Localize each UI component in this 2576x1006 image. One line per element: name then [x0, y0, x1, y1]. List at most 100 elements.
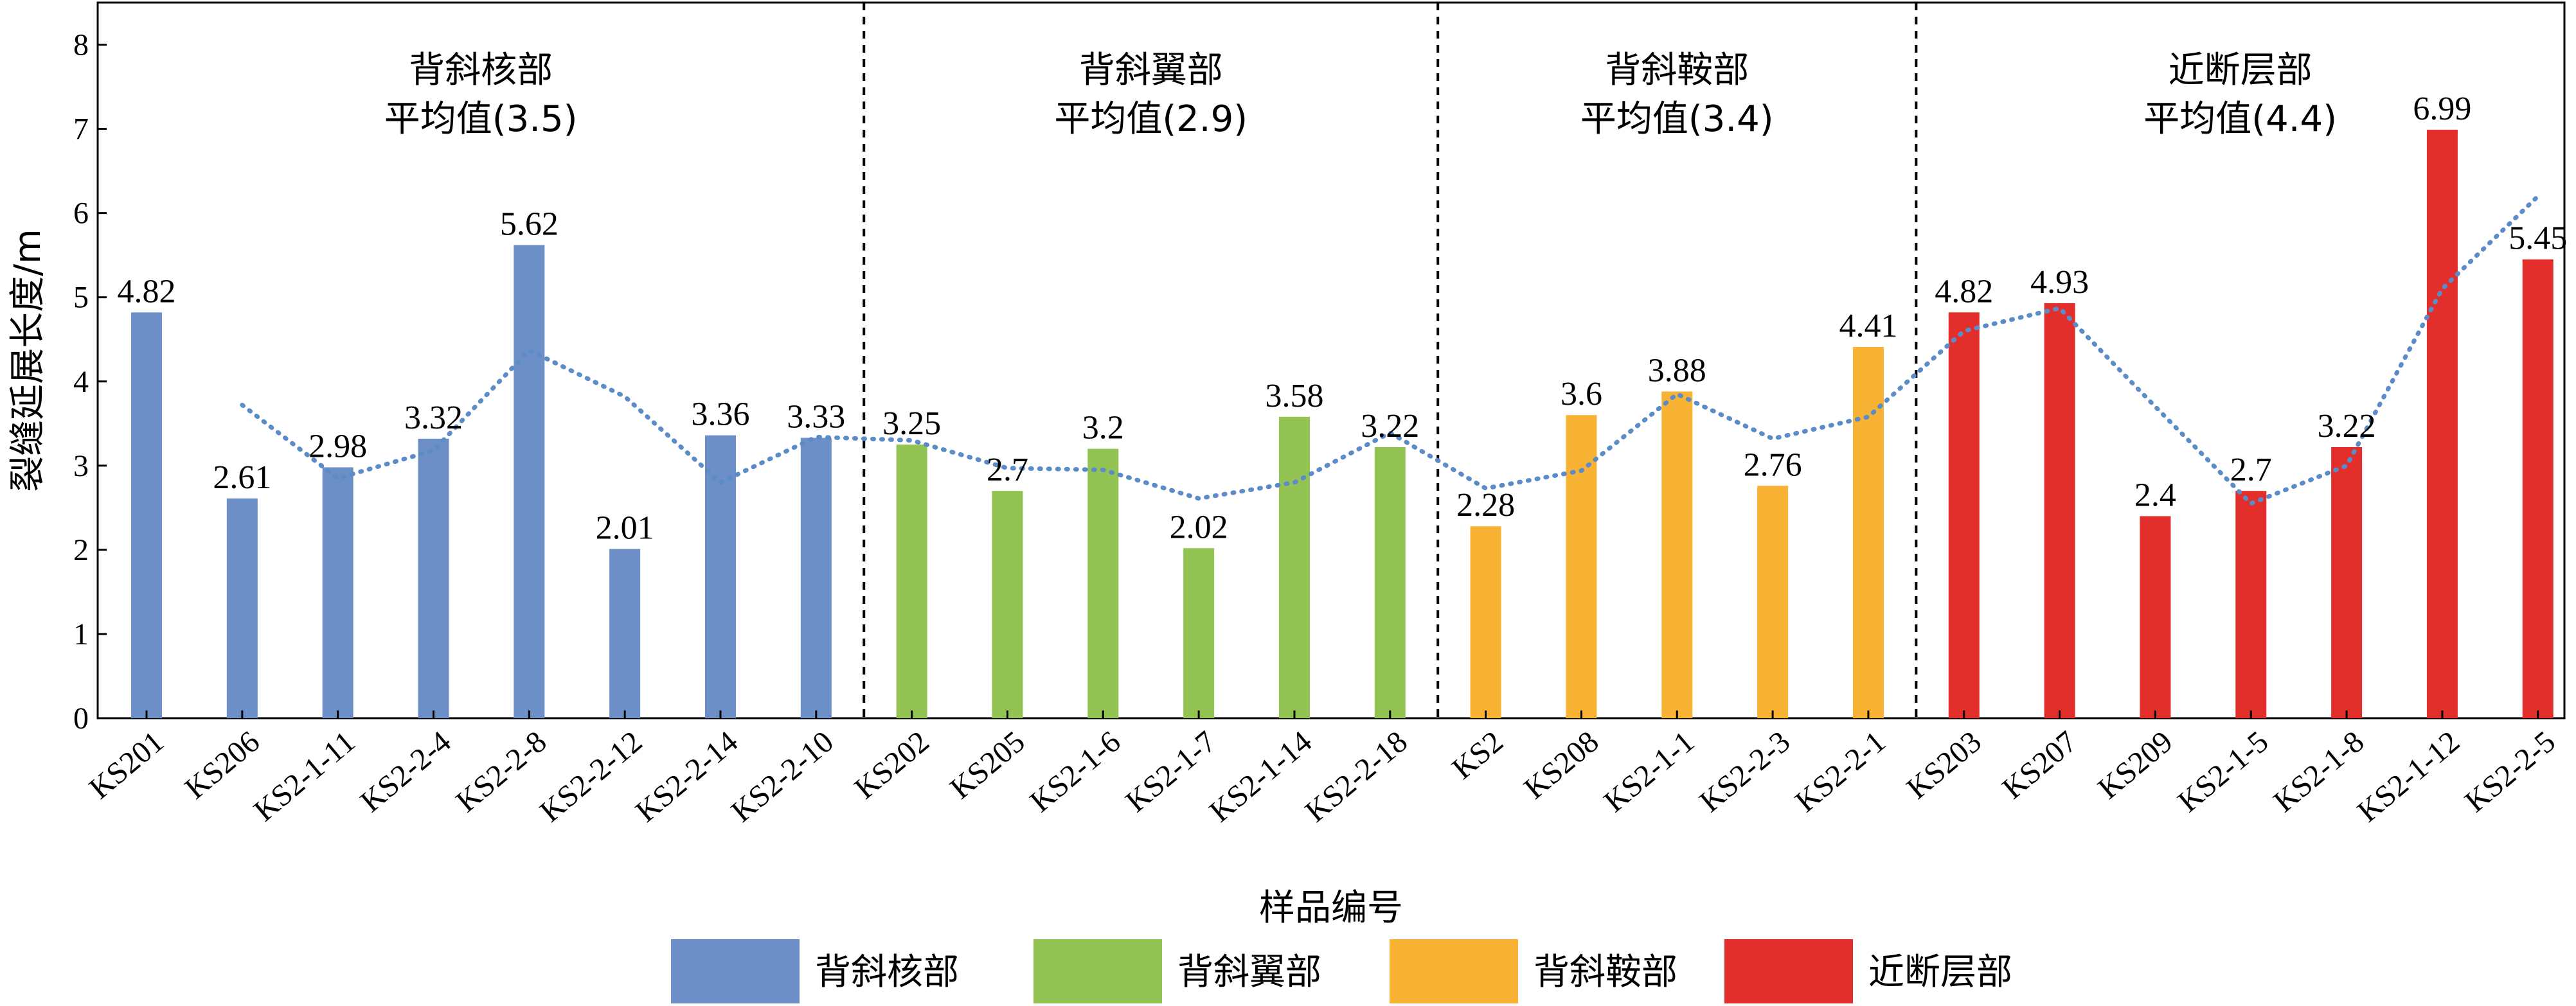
- x-tick-label: KS2-2-18: [1299, 725, 1414, 829]
- data-label: 5.62: [500, 206, 559, 242]
- bar: [1374, 446, 1406, 718]
- group-title: 背斜鞍部: [1605, 49, 1749, 91]
- y-tick-label: 4: [73, 365, 89, 399]
- y-axis-title: 裂缝延展长度/m: [7, 229, 49, 491]
- y-tick-label: 5: [73, 281, 89, 315]
- y-tick-label: 0: [73, 702, 89, 736]
- legend-swatch: [1390, 939, 1518, 1003]
- data-label: 4.41: [1839, 308, 1897, 344]
- bars: [131, 129, 2554, 719]
- bar: [1757, 486, 1789, 718]
- bar: [800, 437, 832, 718]
- bar: [322, 467, 353, 718]
- data-labels: 4.82 2.61 2.98 3.32 5.62 2.01 3.36 3.33 3.25 2.7 3…: [118, 91, 2568, 547]
- x-tick-label: KS206: [179, 725, 266, 806]
- data-label: 5.45: [2509, 220, 2567, 257]
- data-label: 3.58: [1265, 378, 1323, 414]
- x-tick-label: KS2-1-11: [247, 725, 362, 828]
- data-label: 2.01: [596, 510, 654, 547]
- group-mean-label: 平均值(3.5): [384, 98, 578, 140]
- data-label: 3.22: [2318, 408, 2376, 445]
- bar: [418, 438, 449, 718]
- x-tick-label: KS2-2-1: [1789, 725, 1892, 819]
- data-label: 6.99: [2413, 91, 2471, 127]
- data-label: 2.7: [987, 452, 1028, 488]
- legend-label: 近断层部: [1868, 951, 2012, 993]
- bar: [2331, 446, 2363, 718]
- group-title: 背斜核部: [409, 49, 553, 91]
- legend-swatch: [1033, 939, 1162, 1003]
- x-tick-label: KS2-1-1: [1598, 725, 1701, 819]
- x-tick-label: KS2-1-14: [1203, 725, 1318, 829]
- bar: [1470, 526, 1501, 718]
- trendline: [240, 193, 2541, 506]
- bar: [992, 491, 1023, 718]
- bar: [609, 549, 641, 718]
- data-label: 3.88: [1648, 352, 1706, 389]
- bar: [2140, 516, 2171, 718]
- legend-label: 背斜翼部: [1177, 951, 1321, 993]
- data-label: 4.93: [2030, 264, 2089, 301]
- data-label: 2.4: [2134, 477, 2176, 513]
- bar: [131, 312, 162, 718]
- legend: 背斜核部 背斜翼部 背斜鞍部 近断层部: [671, 939, 2012, 1003]
- data-label: 3.6: [1561, 376, 1602, 412]
- bar: [1183, 548, 1215, 718]
- y-axis: 0 1 2 3 4 5 6 7 8: [73, 28, 107, 736]
- data-label: 4.82: [1935, 273, 1993, 310]
- x-tick-label: KS203: [1901, 725, 1988, 806]
- group-title: 背斜翼部: [1079, 49, 1223, 91]
- bar: [2522, 259, 2554, 719]
- bar: [514, 245, 545, 718]
- bar: [226, 498, 258, 718]
- data-label: 2.76: [1744, 446, 1802, 483]
- legend-swatch: [671, 939, 800, 1003]
- x-tick-label: KS205: [944, 725, 1031, 806]
- bar: [1278, 416, 1310, 718]
- bar: [1566, 415, 1597, 718]
- x-tick-label: KS207: [1996, 725, 2083, 806]
- group-mean-label: 平均值(3.4): [1580, 98, 1774, 140]
- x-tick-label: KS2-1-6: [1024, 725, 1127, 819]
- bar: [1661, 391, 1693, 718]
- bar: [2426, 129, 2458, 719]
- trendline-path: [240, 193, 2541, 506]
- x-tick-label: KS2-2-5: [2458, 725, 2562, 819]
- plot-frame: [96, 1, 2566, 719]
- x-tick-label: KS2-2-4: [354, 725, 458, 819]
- y-tick-label: 2: [73, 533, 89, 567]
- y-tick-label: 3: [73, 449, 89, 483]
- x-tick-label: KS2-1-5: [2172, 725, 2275, 819]
- data-label: 2.7: [2230, 452, 2272, 488]
- y-tick-label: 8: [73, 28, 89, 62]
- x-axis: KS201 KS206KS2-1-11KS2-2-4KS2-2-8KS2-2-12…: [83, 710, 2562, 829]
- x-tick-label: KS209: [2091, 725, 2179, 806]
- bar: [2235, 491, 2267, 718]
- x-tick-label: KS202: [848, 725, 935, 806]
- bar: [1852, 347, 1884, 718]
- x-tick-label: KS2-1-12: [2351, 725, 2466, 829]
- legend-swatch: [1724, 939, 1853, 1003]
- x-axis-title: 样品编号: [1259, 887, 1403, 929]
- y-tick-label: 6: [73, 197, 89, 231]
- plot-border: [96, 1, 2566, 719]
- x-tick-label: KS208: [1517, 725, 1605, 806]
- y-tick-label: 1: [73, 617, 89, 651]
- data-label: 3.25: [882, 405, 941, 442]
- group-mean-label: 平均值(4.4): [2143, 98, 2337, 140]
- x-tick-label: KS2-2-12: [533, 725, 648, 829]
- data-label: 2.61: [213, 459, 271, 496]
- x-tick-label: KS2-2-14: [629, 725, 744, 829]
- data-label: 2.02: [1170, 509, 1228, 545]
- legend-label: 背斜核部: [815, 951, 959, 993]
- bar: [896, 445, 927, 718]
- data-label: 3.36: [691, 396, 749, 433]
- data-label: 3.32: [404, 400, 463, 436]
- y-tick-label: 7: [73, 112, 89, 146]
- data-label: 2.28: [1456, 487, 1515, 524]
- data-label: 2.98: [309, 428, 367, 464]
- bar: [1087, 448, 1119, 718]
- bar: [1948, 312, 1980, 718]
